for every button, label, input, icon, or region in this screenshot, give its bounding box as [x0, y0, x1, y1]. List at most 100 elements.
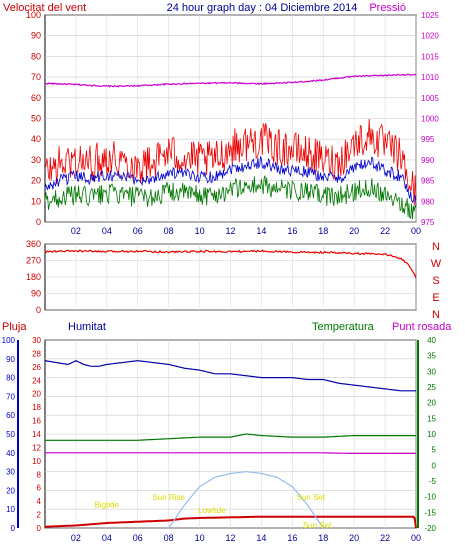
- bottom-right-tick-label: 35: [427, 352, 436, 361]
- top-left-tick-label: 0: [36, 217, 41, 227]
- top-x-tick-label: 22: [380, 226, 390, 236]
- bottom-right-tick-label: 10: [427, 430, 436, 439]
- bottom-left-tick-label: 8: [37, 470, 42, 479]
- top-right-tick-label: 990: [421, 156, 435, 165]
- mid-left-tick-label: 360: [26, 239, 41, 249]
- temperature-label: Temperatura: [312, 321, 375, 333]
- compass-label: N: [432, 309, 440, 321]
- top-right-tick-label: 980: [421, 197, 435, 206]
- rain-tick-label: 80: [6, 374, 15, 383]
- top-series-line: [44, 175, 417, 220]
- rain-tick-label: 10: [6, 505, 15, 514]
- top-left-tick-label: 60: [31, 93, 41, 103]
- mid-left-tick-label: 90: [31, 289, 41, 299]
- top-x-tick-label: 10: [195, 226, 205, 236]
- top-left-tick-label: 30: [31, 155, 41, 165]
- bottom-annotation: Sun Set: [297, 493, 326, 502]
- top-left-tick-label: 40: [31, 134, 41, 144]
- bottom-right-tick-label: -20: [424, 524, 436, 533]
- bottom-series-line: [45, 452, 416, 454]
- bottom-x-tick-label: 14: [256, 533, 266, 543]
- wind-pressure-chart: 0102030405060708090100975980985990995100…: [26, 10, 439, 236]
- bottom-annotation: Sun Set: [303, 521, 332, 530]
- pressure-label: Pressió: [369, 2, 406, 14]
- bottom-right-tick-label: -5: [429, 477, 437, 486]
- bottom-right-tick-label: -15: [424, 508, 436, 517]
- bottom-left-tick-label: 10: [32, 457, 41, 466]
- bottom-series-line: [45, 433, 416, 441]
- dew-point-label: Punt rosada: [392, 321, 452, 333]
- humidity-label: Humitat: [68, 321, 106, 333]
- rain-tick-label: 50: [6, 430, 15, 439]
- bottom-annotation: Bigtide: [95, 500, 120, 509]
- bottom-left-tick-label: 16: [32, 417, 41, 426]
- top-x-tick-label: 20: [349, 226, 359, 236]
- bottom-x-tick-label: 12: [225, 533, 235, 543]
- bottom-left-tick-label: 4: [37, 497, 42, 506]
- top-right-tick-label: 1010: [421, 73, 439, 82]
- top-right-tick-label: 1025: [421, 11, 439, 20]
- bottom-x-tick-label: 20: [349, 533, 359, 543]
- mid-left-tick-label: 0: [36, 305, 41, 315]
- bottom-right-tick-label: 20: [427, 399, 436, 408]
- bottom-left-tick-label: 2: [37, 511, 42, 520]
- top-x-tick-label: 16: [287, 226, 297, 236]
- rain-tick-label: 100: [2, 336, 16, 345]
- bottom-series-line: [168, 470, 324, 529]
- top-left-tick-label: 90: [31, 31, 41, 41]
- mid-left-tick-label: 270: [26, 256, 41, 266]
- top-right-tick-label: 975: [421, 218, 435, 227]
- top-x-tick-label: 00: [411, 226, 421, 236]
- top-right-tick-label: 1015: [421, 52, 439, 61]
- top-right-tick-label: 995: [421, 135, 435, 144]
- bottom-left-tick-label: 24: [32, 376, 41, 385]
- bottom-left-tick-label: 26: [32, 363, 41, 372]
- bottom-x-tick-label: 02: [71, 533, 81, 543]
- bottom-right-tick-label: 40: [427, 336, 436, 345]
- top-x-tick-label: 02: [71, 226, 81, 236]
- rain-tick-label: 70: [6, 392, 15, 401]
- top-x-tick-label: 18: [318, 226, 328, 236]
- rain-label: Pluja: [2, 321, 27, 333]
- rain-tick-label: 30: [6, 468, 15, 477]
- bottom-right-tick-label: 15: [427, 414, 436, 423]
- bottom-right-tick-label: 25: [427, 383, 436, 392]
- wind-speed-label: Velocitat del vent: [3, 2, 86, 14]
- bottom-x-tick-label: 22: [380, 533, 390, 543]
- bottom-left-tick-label: 6: [37, 484, 42, 493]
- compass-label: N: [432, 241, 440, 253]
- bottom-x-tick-label: 10: [195, 533, 205, 543]
- bottom-right-tick-label: 30: [427, 367, 436, 376]
- rain-tick-label: 60: [6, 411, 15, 420]
- compass-label: W: [431, 258, 442, 270]
- rain-humidity-temperature-chart: 0 10 20 30 40 50 60 70 80 90 100 02 4 6 8 10 12 14 16 18 20 2…: [2, 336, 437, 543]
- bottom-x-tick-label: 16: [287, 533, 297, 543]
- top-series-line: [44, 73, 417, 88]
- rain-tick-label: 20: [6, 486, 15, 495]
- top-x-tick-label: 06: [133, 226, 143, 236]
- top-x-tick-label: 08: [164, 226, 174, 236]
- bottom-left-tick-label: 14: [32, 430, 41, 439]
- top-left-tick-label: 10: [31, 196, 41, 206]
- top-x-tick-label: 14: [256, 226, 266, 236]
- compass-label: S: [432, 275, 439, 287]
- bottom-left-tick-label: 20: [32, 390, 41, 399]
- bottom-annotation: Lowtide: [198, 506, 226, 515]
- rain-tick-label: 90: [6, 355, 15, 364]
- top-right-tick-label: 1005: [421, 94, 439, 103]
- bottom-right-tick-label: 5: [432, 446, 437, 455]
- top-left-tick-label: 50: [31, 114, 41, 124]
- bottom-left-tick-label: 0: [37, 524, 42, 533]
- top-series-line: [44, 118, 417, 206]
- bottom-left-tick-label: 30: [32, 336, 41, 345]
- top-x-tick-label: 04: [102, 226, 112, 236]
- mid-direction-line: [44, 249, 417, 279]
- top-left-tick-label: 80: [31, 51, 41, 61]
- top-left-tick-label: 70: [31, 72, 41, 82]
- top-x-tick-label: 12: [225, 226, 235, 236]
- compass-label: E: [432, 292, 439, 304]
- bottom-left-tick-label: 18: [32, 403, 41, 412]
